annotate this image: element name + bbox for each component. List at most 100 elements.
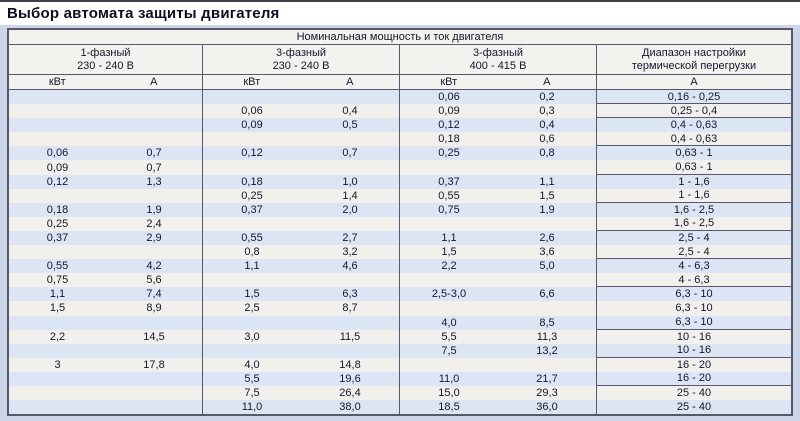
cell-overload-range: 10 - 16 <box>676 330 712 343</box>
table-row: 0,8 3,2 1,5 3,6 2,5 - 4 <box>9 245 791 260</box>
subcol-header-a-3: А <box>543 76 551 88</box>
cell-1ph-230v-kw: 0,25 <box>46 217 69 230</box>
cell-3ph-230v-a <box>301 132 400 147</box>
cell-1ph-230v-a <box>106 132 203 147</box>
cell-3ph-400v-kw: 7,5 <box>441 344 457 357</box>
cell-1ph-230v-a <box>106 104 203 119</box>
cell-1ph-230v-a: 17,8 <box>106 357 203 372</box>
cell-3ph-400v-a <box>498 357 597 372</box>
cell-3ph-400v-a: 0,3 <box>498 104 597 119</box>
cell-3ph-230v-kw: 0,55 <box>241 231 263 244</box>
table-row: 0,12 1,3 0,18 1,0 0,37 1,1 1 - 1,6 <box>9 174 791 189</box>
table-row: 1,1 7,4 1,5 6,3 2,5-3,0 6,6 6,3 - 10 <box>9 287 791 302</box>
cell-3ph-230v-a: 8,7 <box>301 301 400 316</box>
cell-overload-range: 1 - 1,6 <box>678 175 710 188</box>
cell-1ph-230v-kw <box>9 132 106 146</box>
cell-3ph-230v-kw <box>203 344 301 358</box>
cell-3ph-400v-kw: 2,5-3,0 <box>431 288 467 301</box>
cell-3ph-230v-a: 4,6 <box>301 259 400 274</box>
cell-3ph-230v-kw <box>203 90 301 104</box>
cell-1ph-230v-a: 1,3 <box>106 174 203 189</box>
cell-3ph-400v-kw: 0,12 <box>438 119 460 132</box>
cell-3ph-400v-a: 11,3 <box>498 329 597 344</box>
cell-3ph-230v-kw: 0,25 <box>241 189 263 202</box>
cell-3ph-230v-a: 38,0 <box>301 400 400 415</box>
cell-3ph-230v-a: 1,0 <box>301 174 400 189</box>
cell-overload-range: 4 - 6,3 <box>597 273 791 288</box>
cell-1ph-230v-a <box>106 371 203 386</box>
table-row: 4,0 8,5 6,3 - 10 <box>9 315 791 330</box>
cell-1ph-230v-kw <box>9 189 106 203</box>
cell-1ph-230v-kw <box>9 386 106 400</box>
cell-overload-range: 0,16 - 0,25 <box>597 90 791 105</box>
subcols-group-1: кВт А <box>9 75 203 89</box>
cell-overload-range: 25 - 40 <box>676 401 712 414</box>
cell-overload-range: 1,6 - 2,5 <box>673 203 715 216</box>
cell-3ph-400v-kw: 2,2 <box>441 260 457 273</box>
cell-3ph-230v-kw: 0,18 <box>241 175 263 188</box>
cell-3ph-230v-a <box>301 343 400 358</box>
cell-3ph-400v-a: 6,6 <box>498 287 597 302</box>
cell-3ph-400v-kw <box>400 217 498 231</box>
cell-3ph-230v-kw <box>203 217 301 231</box>
group-2-phase-label: 3-фазный <box>276 46 326 59</box>
table-row: 0,06 0,7 0,12 0,7 0,25 0,8 0,63 - 1 <box>9 146 791 161</box>
cell-1ph-230v-a: 1,9 <box>106 202 203 217</box>
cell-overload-range: 0,4 - 0,63 <box>670 119 718 132</box>
subcols-group-2: кВт А <box>203 75 400 89</box>
subcol-header-kw-1: кВт <box>48 76 66 88</box>
cell-3ph-230v-kw <box>203 273 301 287</box>
cell-3ph-230v-a: 0,4 <box>301 104 400 119</box>
cell-3ph-230v-kw <box>203 316 301 330</box>
cell-overload-range: 0,63 - 1 <box>675 147 713 160</box>
cell-3ph-230v-kw <box>203 132 301 146</box>
subcol-header-a-1: А <box>150 76 158 88</box>
cell-3ph-400v-a: 5,0 <box>498 259 597 274</box>
cell-3ph-400v-kw: 0,25 <box>438 147 460 160</box>
cell-1ph-230v-a <box>106 385 203 401</box>
table-row: 7,5 13,2 10 - 16 <box>9 343 791 358</box>
cell-3ph-400v-kw <box>400 358 498 372</box>
cell-3ph-400v-a <box>498 160 597 175</box>
cell-3ph-230v-a: 11,5 <box>301 329 400 344</box>
cell-3ph-400v-kw <box>400 273 498 287</box>
cell-3ph-230v-a <box>301 90 400 105</box>
cell-3ph-400v-kw: 11,0 <box>438 372 460 385</box>
cell-3ph-230v-a: 6,3 <box>301 287 400 302</box>
table-row: 0,09 0,7 0,63 - 1 <box>9 160 791 175</box>
cell-1ph-230v-a: 0,7 <box>106 146 203 161</box>
cell-3ph-230v-kw: 0,09 <box>241 119 263 132</box>
cell-3ph-400v-kw: 0,18 <box>438 133 460 146</box>
cell-3ph-400v-kw: 1,1 <box>441 231 457 244</box>
cell-overload-range: 6,3 - 10 <box>675 288 713 301</box>
cell-3ph-400v-kw: 15,0 <box>438 387 460 400</box>
cell-3ph-400v-kw: 1,5 <box>441 246 457 259</box>
subcol-header-kw-2: кВт <box>243 76 261 88</box>
group-3-phase-label: 3-фазный <box>473 46 523 59</box>
group-header-3ph-230v: 3-фазный 230 - 240 В <box>203 45 400 74</box>
table-row: 0,25 1,4 0,55 1,5 1 - 1,6 <box>9 188 791 203</box>
cell-overload-range: 2,5 - 4 <box>678 231 710 244</box>
cell-1ph-230v-a <box>106 245 203 260</box>
cell-1ph-230v-kw: 0,55 <box>46 260 69 273</box>
table-row: 0,75 5,6 4 - 6,3 <box>9 273 791 288</box>
cell-1ph-230v-kw: 3 <box>54 358 61 371</box>
cell-1ph-230v-kw <box>9 344 106 358</box>
title-bar: Выбор автомата защиты двигателя <box>0 2 800 25</box>
group-header-overload-range: Диапазон настройки термической перегрузк… <box>597 45 791 74</box>
group-1-voltage-label: 230 - 240 В <box>77 59 134 72</box>
cell-3ph-400v-a: 29,3 <box>498 385 597 401</box>
subcols-group-4: А <box>597 75 791 89</box>
cell-1ph-230v-kw: 2,2 <box>49 330 66 343</box>
cell-3ph-400v-a <box>498 273 597 288</box>
table-main-header: Номинальная мощность и ток двигателя <box>9 30 791 45</box>
cell-1ph-230v-a: 8,9 <box>106 301 203 316</box>
cell-3ph-230v-kw: 0,8 <box>244 246 260 259</box>
cell-3ph-400v-kw: 0,55 <box>438 189 460 202</box>
group-4-label-line2: термической перегрузки <box>631 59 757 72</box>
cell-3ph-230v-a: 19,6 <box>301 371 400 386</box>
cell-1ph-230v-kw <box>9 400 106 414</box>
cell-1ph-230v-kw: 1,1 <box>49 288 66 301</box>
cell-1ph-230v-a <box>106 315 203 330</box>
table-row: 0,06 0,2 0,16 - 0,25 <box>9 90 791 105</box>
